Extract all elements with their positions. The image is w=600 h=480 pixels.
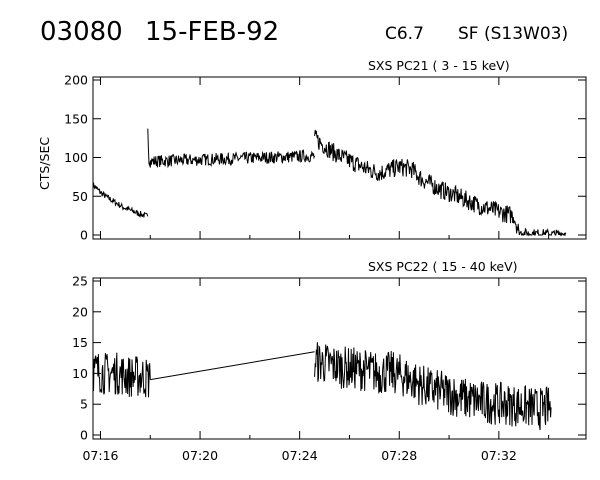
y-tick-label: 50: [72, 189, 88, 204]
panel-pc22-frame: [92, 277, 587, 440]
flare-location: SF (S13W03): [458, 24, 568, 44]
series-line-segment: [518, 227, 567, 237]
x-tick-label: 07:28: [381, 448, 417, 463]
x-tick-label: 07:16: [82, 448, 118, 463]
y-tick-label: 200: [64, 73, 88, 88]
y-tick-label: 0: [80, 228, 88, 243]
event-id: 03080: [40, 17, 123, 47]
x-tick-label: 07:20: [182, 448, 218, 463]
series-line-segment: [314, 342, 552, 431]
goes-class: C6.7: [385, 24, 424, 44]
y-tick-label: 25: [72, 274, 88, 289]
y-tick-label: 20: [72, 304, 88, 319]
series-line-segment: [92, 182, 149, 218]
series-line-segment: [149, 148, 316, 169]
y-tick-label: 5: [80, 397, 88, 412]
series-line-segment: [92, 352, 151, 398]
panel-pc21: SXS PC21 ( 3 - 15 keV) CTS/SEC 0 50 100 150…: [37, 58, 587, 243]
x-tick-label: 07:32: [481, 448, 517, 463]
panel-pc22-title: SXS PC22 ( 15 - 40 keV): [368, 259, 518, 274]
y-tick-label: 100: [64, 150, 88, 165]
y-tick-label: 10: [72, 366, 88, 381]
panel-pc21-title: SXS PC21 ( 3 - 15 keV): [368, 58, 510, 73]
y-tick-label: 0: [80, 428, 88, 443]
y-tick-label: 150: [64, 111, 88, 126]
series-line-segment: [147, 128, 151, 168]
event-date: 15-FEB-92: [145, 17, 279, 47]
series-line-segment: [314, 129, 520, 234]
y-axis-label: CTS/SEC: [37, 137, 52, 190]
x-tick-label: 07:24: [282, 448, 318, 463]
series-line-segment: [150, 351, 315, 381]
panel-pc22: SXS PC22 ( 15 - 40 keV) 0 5 10 15 20 25 07:16…: [72, 259, 587, 463]
y-tick-label: 15: [72, 335, 88, 350]
